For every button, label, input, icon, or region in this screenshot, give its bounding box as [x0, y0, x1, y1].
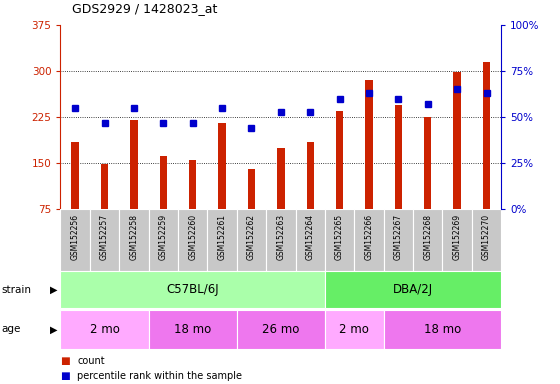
Text: GSM152263: GSM152263: [276, 214, 286, 260]
Text: age: age: [1, 324, 21, 334]
Bar: [384, 310, 501, 349]
Text: count: count: [77, 356, 105, 366]
Bar: [325, 271, 501, 308]
Bar: [413, 209, 442, 271]
Bar: [325, 209, 354, 271]
Bar: [60, 310, 148, 349]
Bar: [130, 120, 138, 255]
Bar: [178, 209, 207, 271]
Text: GSM152262: GSM152262: [247, 214, 256, 260]
Text: 18 mo: 18 mo: [174, 323, 211, 336]
Text: GSM152257: GSM152257: [100, 214, 109, 260]
Bar: [483, 62, 490, 255]
Text: GDS2929 / 1428023_at: GDS2929 / 1428023_at: [72, 2, 217, 15]
Text: GSM152256: GSM152256: [71, 214, 80, 260]
Text: GSM152258: GSM152258: [129, 214, 138, 260]
Text: C57BL/6J: C57BL/6J: [166, 283, 219, 296]
Bar: [72, 142, 79, 255]
Bar: [237, 310, 325, 349]
Text: 2 mo: 2 mo: [339, 323, 369, 336]
Bar: [207, 209, 237, 271]
Bar: [296, 209, 325, 271]
Bar: [248, 169, 255, 255]
Text: GSM152269: GSM152269: [452, 214, 461, 260]
Text: ▶: ▶: [50, 285, 58, 295]
Text: percentile rank within the sample: percentile rank within the sample: [77, 371, 242, 381]
Text: strain: strain: [1, 285, 31, 295]
Text: GSM152266: GSM152266: [365, 214, 374, 260]
Bar: [148, 310, 237, 349]
Bar: [277, 148, 284, 255]
Bar: [90, 209, 119, 271]
Text: GSM152270: GSM152270: [482, 214, 491, 260]
Bar: [442, 209, 472, 271]
Bar: [60, 209, 90, 271]
Bar: [454, 72, 461, 255]
Bar: [60, 271, 325, 308]
Text: GSM152267: GSM152267: [394, 214, 403, 260]
Bar: [237, 209, 266, 271]
Bar: [266, 209, 296, 271]
Bar: [119, 209, 148, 271]
Bar: [472, 209, 501, 271]
Text: GSM152259: GSM152259: [159, 214, 168, 260]
Text: 2 mo: 2 mo: [90, 323, 119, 336]
Bar: [189, 160, 197, 255]
Bar: [306, 142, 314, 255]
Bar: [354, 209, 384, 271]
Text: GSM152260: GSM152260: [188, 214, 197, 260]
Bar: [336, 111, 343, 255]
Text: GSM152261: GSM152261: [218, 214, 227, 260]
Text: 26 mo: 26 mo: [262, 323, 300, 336]
Text: GSM152264: GSM152264: [306, 214, 315, 260]
Bar: [101, 164, 108, 255]
Text: ▶: ▶: [50, 324, 58, 334]
Text: GSM152265: GSM152265: [335, 214, 344, 260]
Bar: [218, 123, 226, 255]
Bar: [395, 105, 402, 255]
Text: DBA/2J: DBA/2J: [393, 283, 433, 296]
Text: 18 mo: 18 mo: [424, 323, 461, 336]
Bar: [384, 209, 413, 271]
Text: GSM152268: GSM152268: [423, 214, 432, 260]
Bar: [365, 80, 372, 255]
Bar: [325, 310, 384, 349]
Bar: [148, 209, 178, 271]
Bar: [160, 156, 167, 255]
Bar: [424, 117, 431, 255]
Text: ■: ■: [60, 356, 70, 366]
Text: ■: ■: [60, 371, 70, 381]
